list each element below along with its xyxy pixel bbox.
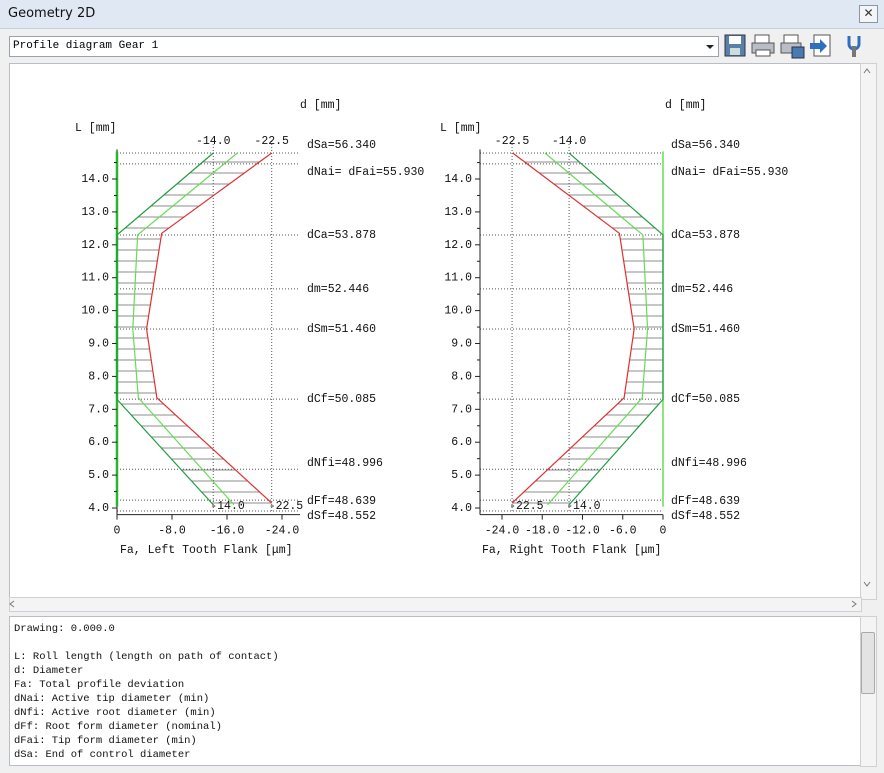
- profile-diagrams: L [mm] d [mm] Fa, Left Tooth Flank [μm] dSa…: [9, 68, 871, 608]
- y-tick-label: 8.0: [88, 370, 109, 383]
- diameter-label: dSf=48.552: [671, 510, 740, 523]
- save-icon[interactable]: [724, 34, 746, 57]
- y-tick-label: 5.0: [451, 469, 472, 482]
- x-axis-label: Fa, Right Tooth Flank [μm]: [482, 544, 661, 557]
- chart-panel: [9, 63, 862, 599]
- tolerance-label: -14.0: [552, 135, 587, 148]
- tolerance-label: -22.5: [495, 135, 530, 148]
- export-icon[interactable]: [810, 34, 831, 57]
- y-axis-label: L [mm]: [75, 122, 116, 135]
- profile-line: [116, 152, 214, 506]
- profile-line: [568, 152, 664, 506]
- y-tick-label: 13.0: [81, 206, 109, 219]
- tolerance-label: -14.0: [210, 500, 245, 513]
- x-tick-label: -18.0: [525, 525, 560, 538]
- select-text: Profile diagram Gear 1: [13, 40, 159, 52]
- diameter-label: dSa=56.340: [671, 139, 740, 152]
- tolerance-label: -22.5: [509, 500, 544, 513]
- x-tick-label: -8.0: [158, 525, 186, 538]
- tolerance-label: -22.5: [269, 500, 304, 513]
- diameter-label: dFf=48.639: [671, 495, 740, 508]
- y-tick-label: 5.0: [88, 469, 109, 482]
- legend-line: Fa: Total profile deviation: [14, 679, 185, 691]
- title-bar: [0, 0, 884, 29]
- vertical-scrollbar[interactable]: [860, 63, 877, 600]
- x-axis-label: Fa, Left Tooth Flank [μm]: [120, 544, 293, 557]
- y-tick-label: 7.0: [88, 403, 109, 416]
- y-tick-label: 14.0: [81, 173, 109, 186]
- y-tick-label: 10.0: [81, 305, 109, 318]
- diameter-label: dNfi=48.996: [307, 457, 383, 470]
- y-tick-label: 11.0: [81, 272, 109, 285]
- x-tick-label: -24.0: [485, 525, 520, 538]
- y-tick-label: 9.0: [88, 338, 109, 351]
- diagram-select[interactable]: Profile diagram Gear 1: [9, 36, 719, 57]
- diameter-label: dm=52.446: [671, 283, 733, 296]
- tolerance-label: -14.0: [566, 500, 601, 513]
- diameter-label: dSm=51.460: [671, 323, 740, 336]
- profile-line: [145, 152, 273, 504]
- y-tick-label: 4.0: [451, 502, 472, 515]
- y-tick-label: 12.0: [444, 239, 472, 252]
- diameter-label: dCf=50.085: [671, 393, 740, 406]
- y-tick-label: 14.0: [444, 173, 472, 186]
- close-button[interactable]: ✕: [859, 5, 878, 23]
- legend-line: dNai: Active tip diameter (min): [14, 693, 210, 705]
- legend-line: d: Diameter: [14, 665, 84, 677]
- x-tick-label: -12.0: [565, 525, 600, 538]
- legend-line: dNfi: Active root diameter (min): [14, 707, 216, 719]
- print-icon[interactable]: [751, 34, 775, 57]
- d-axis-label: d [mm]: [665, 99, 706, 112]
- x-tick-label: -6.0: [609, 525, 637, 538]
- diameter-label: dCa=53.878: [307, 229, 376, 242]
- x-tick-label: 0: [114, 525, 121, 538]
- tolerance-label: -14.0: [196, 135, 231, 148]
- dropdown-arrow: [706, 45, 714, 49]
- y-tick-label: 9.0: [451, 338, 472, 351]
- y-tick-label: 8.0: [451, 370, 472, 383]
- y-tick-label: 6.0: [451, 436, 472, 449]
- y-tick-label: 10.0: [444, 305, 472, 318]
- diameter-label: dNai= dFai=55.930: [307, 166, 424, 179]
- legend-line: L: Roll length (length on path of contac…: [14, 651, 279, 663]
- tolerance-label: -22.5: [254, 135, 289, 148]
- diameter-label: dFf=48.639: [307, 495, 376, 508]
- d-axis-label: d [mm]: [300, 99, 341, 112]
- y-axis-label: L [mm]: [440, 122, 481, 135]
- profile-line: [544, 152, 649, 506]
- toolbar: [724, 34, 861, 59]
- x-tick-label: -16.0: [210, 525, 245, 538]
- legend-line: dFf: Root form diameter (nominal): [14, 721, 222, 733]
- horizontal-scrollbar[interactable]: [9, 597, 862, 612]
- diameter-label: dSm=51.460: [307, 323, 376, 336]
- legend-line: dFai: Tip form diameter (min): [14, 735, 197, 747]
- legend-line: dSa: End of control diameter: [14, 749, 191, 761]
- diameter-label: dm=52.446: [307, 283, 369, 296]
- diameter-label: dNfi=48.996: [671, 457, 747, 470]
- diameter-label: dSf=48.552: [307, 510, 376, 523]
- x-tick-label: 0: [660, 525, 667, 538]
- diameter-label: dSa=56.340: [307, 139, 376, 152]
- diameter-label: dNai= dFai=55.930: [671, 166, 788, 179]
- profile-line: [132, 152, 238, 506]
- profile-line: [511, 152, 635, 504]
- y-tick-label: 7.0: [451, 403, 472, 416]
- y-tick-label: 4.0: [88, 502, 109, 515]
- legend-text: Drawing: 0.000.0 L: Roll length (length …: [9, 616, 862, 766]
- y-tick-label: 13.0: [444, 206, 472, 219]
- x-tick-label: -24.0: [265, 525, 300, 538]
- print-setup-icon[interactable]: [780, 34, 805, 59]
- y-tick-label: 12.0: [81, 239, 109, 252]
- y-tick-label: 11.0: [444, 272, 472, 285]
- window-title: Geometry 2D: [8, 6, 96, 21]
- scroll-arrows: [9, 68, 871, 608]
- y-tick-label: 6.0: [88, 436, 109, 449]
- scroll-thumb[interactable]: [861, 632, 875, 694]
- settings-icon[interactable]: [847, 36, 861, 57]
- drawing-id: Drawing: 0.000.0: [14, 623, 115, 635]
- diameter-label: dCf=50.085: [307, 393, 376, 406]
- diameter-label: dCa=53.878: [671, 229, 740, 242]
